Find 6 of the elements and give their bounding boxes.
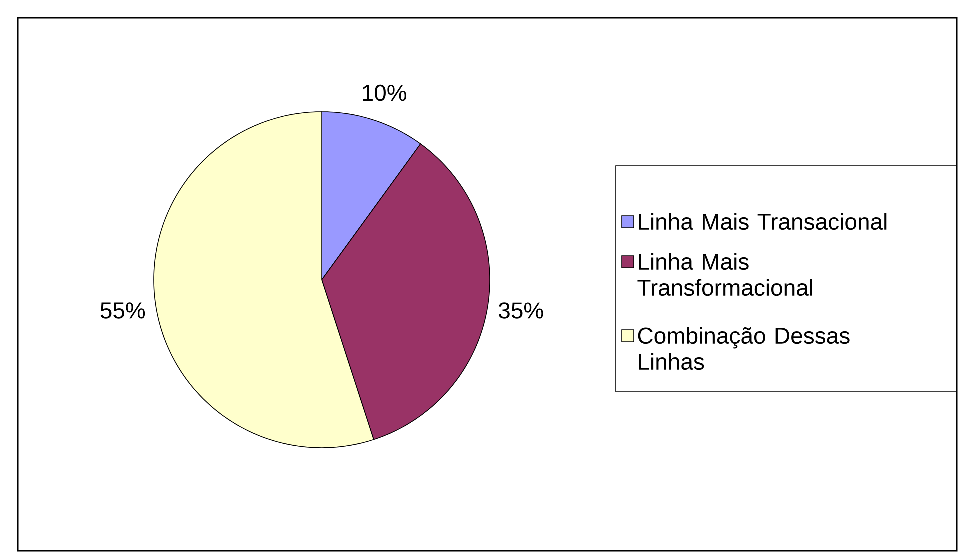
data-label: 55%: [100, 302, 146, 319]
data-label: 10%: [363, 84, 406, 102]
legend-label: Linha Mais Transacional: [639, 213, 887, 230]
legend-label: Combinação Dessas Linhas: [638, 327, 850, 370]
data-label: 35%: [498, 302, 544, 319]
legend-label: Linha Mais Transformacional: [638, 253, 812, 296]
